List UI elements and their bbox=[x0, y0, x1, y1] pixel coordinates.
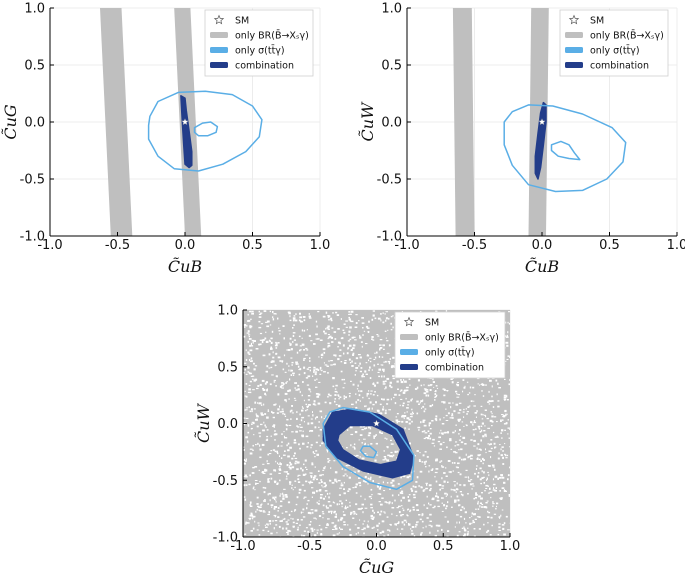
br-band bbox=[100, 8, 133, 236]
y-tick-label: 0.0 bbox=[24, 116, 45, 131]
legend-swatch-comb bbox=[210, 62, 228, 68]
legend-label-br: only BR(B̄→Xₛγ) bbox=[590, 30, 664, 42]
y-tick-label: 0.0 bbox=[217, 417, 238, 432]
legend-label-sm: SM bbox=[590, 16, 604, 27]
x-axis-title: C̃uB bbox=[168, 257, 203, 276]
ttgamma-contour bbox=[503, 104, 627, 193]
x-tick-label: 0.5 bbox=[433, 539, 454, 554]
y-tick-label: 1.0 bbox=[381, 2, 402, 17]
plot-area bbox=[100, 8, 263, 236]
chart-panel-uG-uW: -1.0 -0.5 0.0 0.5 1.0 -1.0 -0.5 0.0 0.5 1.0 C̃uG C̃… bbox=[194, 304, 520, 577]
legend-star-icon bbox=[568, 14, 580, 25]
y-tick-label: -1.0 bbox=[377, 230, 402, 245]
legend-swatch-br bbox=[400, 334, 418, 340]
y-axis-title: C̃uG bbox=[1, 104, 20, 140]
x-tick-label: 0.0 bbox=[366, 539, 387, 554]
chart-panel-uB-uG: -1.0 -0.5 0.0 0.5 1.0 -1.0 -0.5 0.0 0.5 1.0 C̃uB C̃… bbox=[1, 2, 330, 277]
ttgamma-contour bbox=[550, 140, 581, 161]
ttgamma-contour bbox=[193, 121, 219, 137]
y-tick-label: -0.5 bbox=[20, 173, 45, 188]
br-band bbox=[528, 8, 549, 236]
x-tick-label: 1.0 bbox=[310, 238, 331, 253]
x-tick-label: -0.5 bbox=[462, 238, 487, 253]
x-tick-label: 0.0 bbox=[175, 238, 196, 253]
y-tick-label: 0.5 bbox=[24, 59, 45, 74]
legend-label-sm: SM bbox=[235, 16, 249, 27]
legend-label-sm: SM bbox=[425, 318, 439, 329]
legend-swatch-comb bbox=[565, 62, 583, 68]
legend-label-comb: combination bbox=[425, 363, 484, 374]
legend-swatch-tt bbox=[565, 47, 583, 53]
legend-swatch-comb bbox=[400, 364, 418, 370]
legend-label-tt: only σ(tt̄γ) bbox=[425, 347, 475, 359]
legend-label-br: only BR(B̄→Xₛγ) bbox=[235, 30, 309, 42]
legend-swatch-tt bbox=[210, 47, 228, 53]
plot-area bbox=[452, 8, 627, 236]
x-tick-label: -0.5 bbox=[297, 539, 322, 554]
y-tick-label: 1.0 bbox=[24, 2, 45, 17]
sm-star-marker bbox=[181, 118, 189, 126]
legend-star-icon bbox=[403, 316, 415, 327]
ttgamma-contour bbox=[322, 406, 415, 491]
chart-panel-uB-uW: -1.0 -0.5 0.0 0.5 1.0 -1.0 -0.5 0.0 0.5 1.0 C̃uB C̃… bbox=[358, 2, 685, 277]
y-axis-title: C̃uW bbox=[358, 101, 377, 142]
legend-swatch-tt bbox=[400, 349, 418, 355]
legend-swatch-br bbox=[565, 32, 583, 38]
x-tick-label: 0.0 bbox=[532, 238, 553, 253]
y-tick-label: 0.0 bbox=[381, 116, 402, 131]
y-axis-title: C̃uW bbox=[194, 402, 213, 443]
y-tick-label: 1.0 bbox=[217, 304, 238, 319]
y-tick-label: -0.5 bbox=[377, 173, 402, 188]
y-tick-label: 0.5 bbox=[381, 59, 402, 74]
legend-swatch-br bbox=[210, 32, 228, 38]
legend-label-comb: combination bbox=[235, 61, 294, 72]
legend-label-br: only BR(B̄→Xₛγ) bbox=[425, 332, 499, 344]
x-tick-label: -1.0 bbox=[394, 238, 419, 253]
x-tick-label: 1.0 bbox=[500, 539, 521, 554]
x-tick-label: 0.5 bbox=[599, 238, 620, 253]
y-tick-label: -1.0 bbox=[20, 230, 45, 245]
y-tick-label: 0.5 bbox=[217, 360, 238, 375]
sm-star-marker bbox=[538, 118, 546, 126]
legend-star-icon bbox=[213, 14, 225, 25]
legend: SM only BR(B̄→Xₛγ) only σ(tt̄γ) combination bbox=[559, 9, 669, 77]
br-band bbox=[452, 8, 475, 236]
legend-label-comb: combination bbox=[590, 61, 649, 72]
y-tick-label: -0.5 bbox=[213, 474, 238, 489]
x-tick-label: 1.0 bbox=[667, 238, 685, 253]
combination-region bbox=[180, 95, 193, 169]
x-tick-label: -1.0 bbox=[37, 238, 62, 253]
sm-star-marker bbox=[372, 419, 381, 427]
x-tick-label: -0.5 bbox=[105, 238, 130, 253]
x-axis-title: C̃uG bbox=[359, 558, 395, 577]
x-tick-label: 0.5 bbox=[242, 238, 263, 253]
x-axis-title: C̃uB bbox=[525, 257, 560, 276]
legend-label-tt: only σ(tt̄γ) bbox=[235, 45, 285, 57]
y-tick-label: -1.0 bbox=[213, 531, 238, 546]
legend-label-tt: only σ(tt̄γ) bbox=[590, 45, 640, 57]
x-tick-label: -1.0 bbox=[230, 539, 255, 554]
legend: SM only BR(B̄→Xₛγ) only σ(tt̄γ) combination bbox=[394, 311, 506, 379]
legend: SM only BR(B̄→Xₛγ) only σ(tt̄γ) combination bbox=[204, 9, 314, 77]
ttgamma-contour bbox=[147, 90, 263, 172]
ttgamma-contour bbox=[359, 445, 378, 459]
